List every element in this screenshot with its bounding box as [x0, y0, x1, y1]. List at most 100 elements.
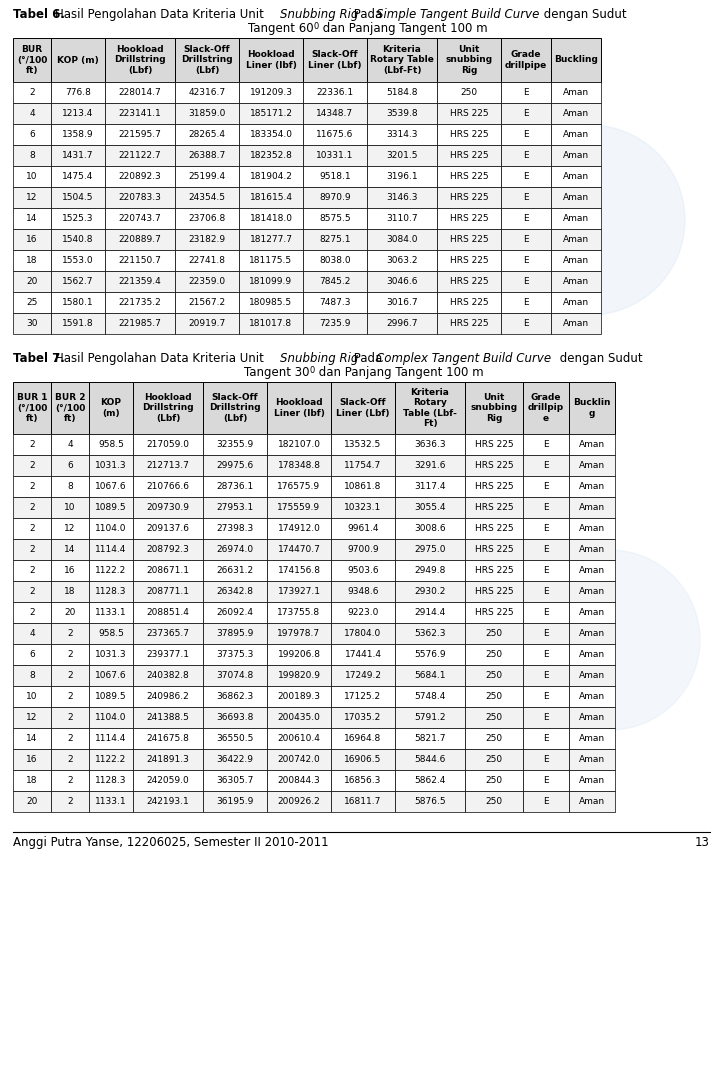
Text: Aman: Aman — [579, 461, 605, 470]
Bar — [395, 687, 465, 707]
Text: 37895.9: 37895.9 — [216, 629, 254, 638]
Bar — [175, 292, 239, 313]
Text: 221735.2: 221735.2 — [119, 298, 161, 307]
Text: Hasil Pengolahan Data Kriteria Unit: Hasil Pengolahan Data Kriteria Unit — [55, 7, 268, 21]
Text: 221985.7: 221985.7 — [119, 319, 161, 328]
Text: 26631.2: 26631.2 — [216, 565, 254, 575]
Text: 1031.3: 1031.3 — [95, 461, 127, 470]
Text: 0: 0 — [313, 22, 318, 31]
Text: 7487.3: 7487.3 — [320, 298, 351, 307]
Bar — [133, 707, 203, 728]
Circle shape — [35, 506, 185, 655]
Bar — [203, 707, 267, 728]
Text: 8275.1: 8275.1 — [320, 235, 351, 244]
Text: 2: 2 — [29, 608, 35, 617]
Text: 209730.9: 209730.9 — [147, 503, 189, 512]
Text: Tangent 60: Tangent 60 — [248, 22, 314, 35]
Bar — [51, 518, 89, 539]
Text: 1122.2: 1122.2 — [95, 755, 127, 764]
Text: Aman: Aman — [563, 109, 589, 118]
Text: 220889.7: 220889.7 — [119, 235, 161, 244]
Bar — [465, 644, 523, 665]
Bar — [551, 292, 601, 313]
Text: 173755.8: 173755.8 — [278, 608, 320, 617]
Text: Aman: Aman — [579, 503, 605, 512]
Bar — [133, 580, 203, 602]
Text: E: E — [543, 440, 549, 449]
Text: 1504.5: 1504.5 — [62, 193, 94, 202]
Text: 18: 18 — [26, 776, 38, 785]
Bar — [51, 623, 89, 644]
Bar — [523, 707, 569, 728]
Text: 14: 14 — [26, 734, 38, 743]
Bar — [437, 313, 501, 334]
Text: 3063.2: 3063.2 — [386, 256, 418, 265]
Text: 181099.9: 181099.9 — [249, 277, 293, 286]
Text: 2: 2 — [29, 524, 35, 533]
Text: 199206.8: 199206.8 — [278, 650, 320, 659]
Text: Pada: Pada — [350, 352, 386, 365]
Bar — [89, 749, 133, 770]
Bar — [13, 476, 51, 497]
Text: BUR 1
(°/100
ft): BUR 1 (°/100 ft) — [17, 393, 47, 423]
Text: 2: 2 — [67, 713, 73, 722]
Text: 199820.9: 199820.9 — [278, 672, 320, 680]
Text: 13: 13 — [695, 836, 710, 849]
Bar — [175, 103, 239, 124]
Text: Aman: Aman — [579, 672, 605, 680]
Bar — [303, 292, 367, 313]
Text: 1525.3: 1525.3 — [62, 214, 94, 223]
Text: HRS 225: HRS 225 — [450, 109, 488, 118]
Text: 2: 2 — [29, 503, 35, 512]
Bar — [551, 37, 601, 82]
Bar — [51, 187, 105, 208]
Bar — [523, 623, 569, 644]
Text: Hookload
Liner (lbf): Hookload Liner (lbf) — [246, 50, 296, 70]
Bar — [239, 313, 303, 334]
Bar — [105, 103, 175, 124]
Text: 2949.8: 2949.8 — [414, 565, 445, 575]
Text: 42316.7: 42316.7 — [189, 88, 226, 97]
Bar — [51, 687, 89, 707]
Text: 2996.7: 2996.7 — [386, 319, 418, 328]
Text: HRS 225: HRS 225 — [450, 235, 488, 244]
Text: 5876.5: 5876.5 — [414, 797, 446, 806]
Text: 36422.9: 36422.9 — [216, 755, 254, 764]
Text: 173927.1: 173927.1 — [278, 587, 320, 595]
Text: 1128.3: 1128.3 — [95, 776, 127, 785]
Bar — [367, 124, 437, 145]
Text: 1431.7: 1431.7 — [62, 151, 94, 160]
Text: Unit
snubbing
Rig: Unit snubbing Rig — [471, 393, 518, 423]
Text: 20: 20 — [26, 797, 38, 806]
Text: dan Panjang Tangent 100 m: dan Panjang Tangent 100 m — [319, 22, 487, 35]
Text: 181017.8: 181017.8 — [249, 319, 293, 328]
Bar — [105, 208, 175, 229]
Bar — [267, 770, 331, 791]
Bar — [523, 665, 569, 687]
Bar — [395, 518, 465, 539]
Bar — [13, 271, 51, 292]
Text: E: E — [543, 608, 549, 617]
Text: E: E — [543, 713, 549, 722]
Text: 2: 2 — [67, 650, 73, 659]
Bar — [303, 166, 367, 187]
Text: HRS 225: HRS 225 — [475, 482, 513, 491]
Text: Aman: Aman — [563, 298, 589, 307]
Text: 8575.5: 8575.5 — [319, 214, 351, 223]
Bar — [51, 208, 105, 229]
Text: E: E — [543, 587, 549, 595]
Text: E: E — [523, 214, 529, 223]
Text: 12: 12 — [26, 713, 38, 722]
Text: Hookload
Drillstring
(Lbf): Hookload Drillstring (Lbf) — [114, 45, 166, 75]
Bar — [331, 644, 395, 665]
Text: 13532.5: 13532.5 — [344, 440, 382, 449]
Bar — [303, 229, 367, 250]
Bar — [367, 187, 437, 208]
Text: 23706.8: 23706.8 — [189, 214, 226, 223]
Bar — [331, 518, 395, 539]
Text: 174156.8: 174156.8 — [278, 565, 320, 575]
Text: 24354.5: 24354.5 — [189, 193, 226, 202]
Text: 212713.7: 212713.7 — [147, 461, 189, 470]
Bar — [395, 602, 465, 623]
Text: 17441.4: 17441.4 — [344, 650, 382, 659]
